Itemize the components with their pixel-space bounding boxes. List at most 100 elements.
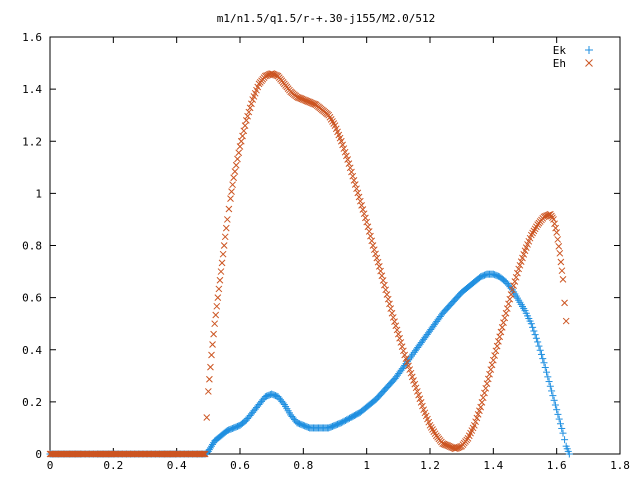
- y-tick-label: 1.6: [22, 31, 42, 44]
- eh-marker: [500, 319, 507, 326]
- eh-marker: [203, 414, 211, 421]
- x-tick-label: 0.4: [167, 459, 187, 472]
- eh-marker: [449, 444, 457, 452]
- eh-marker: [394, 330, 402, 338]
- eh-marker: [346, 164, 354, 172]
- eh-marker: [448, 443, 455, 451]
- eh-marker: [479, 394, 487, 402]
- eh-marker: [497, 328, 505, 336]
- eh-marker: [545, 211, 553, 219]
- y-tick-label: 1.2: [22, 135, 42, 148]
- eh-marker: [298, 95, 306, 103]
- eh-marker: [473, 414, 481, 422]
- eh-marker: [305, 98, 312, 105]
- eh-marker: [215, 285, 223, 293]
- eh-marker: [231, 168, 239, 175]
- eh-marker: [552, 224, 559, 232]
- eh-marker: [326, 113, 334, 121]
- eh-marker: [311, 100, 319, 108]
- eh-marker: [354, 189, 362, 197]
- eh-marker: [507, 291, 515, 298]
- eh-marker: [444, 442, 452, 450]
- eh-marker: [389, 314, 397, 321]
- eh-marker: [556, 249, 564, 257]
- eh-marker: [517, 258, 525, 266]
- eh-marker: [302, 97, 310, 104]
- eh-marker: [242, 117, 250, 124]
- eh-marker: [514, 269, 521, 277]
- eh-marker: [240, 127, 248, 135]
- eh-marker: [411, 380, 419, 388]
- x-tick-label: 1.6: [547, 459, 567, 472]
- y-tick-label: 0.8: [22, 240, 42, 253]
- eh-marker: [356, 197, 364, 205]
- series-ek: [46, 270, 573, 458]
- eh-marker: [443, 441, 450, 449]
- eh-marker: [236, 143, 244, 150]
- eh-marker: [512, 273, 520, 281]
- eh-marker: [299, 96, 307, 103]
- eh-marker: [330, 120, 338, 127]
- y-tick-label: 0.6: [22, 292, 42, 305]
- eh-marker: [430, 428, 438, 435]
- eh-marker: [503, 305, 511, 312]
- eh-marker: [472, 418, 479, 426]
- eh-marker: [488, 361, 496, 369]
- eh-marker: [408, 373, 416, 381]
- eh-marker: [441, 441, 449, 448]
- eh-marker: [359, 206, 367, 213]
- eh-marker: [206, 375, 213, 383]
- eh-marker: [487, 366, 495, 373]
- y-tick-label: 0: [35, 448, 42, 461]
- eh-marker: [269, 70, 277, 78]
- legend-label-ek: Ek: [553, 44, 567, 57]
- eh-marker: [303, 97, 311, 105]
- eh-marker: [489, 356, 497, 364]
- eh-marker: [358, 202, 365, 209]
- eh-marker: [519, 254, 526, 262]
- eh-marker: [508, 286, 516, 294]
- eh-marker: [510, 282, 517, 289]
- eh-marker: [391, 318, 398, 325]
- x-tick-label: 0: [47, 459, 54, 472]
- eh-marker: [416, 395, 424, 403]
- eh-marker: [403, 358, 411, 366]
- eh-marker: [484, 375, 492, 383]
- eh-marker: [496, 333, 504, 341]
- eh-marker: [506, 295, 514, 303]
- eh-marker: [204, 388, 212, 395]
- legend-marker-eh: [585, 59, 593, 67]
- eh-marker: [235, 149, 243, 157]
- eh-marker: [345, 160, 353, 168]
- eh-marker: [553, 229, 561, 236]
- eh-marker: [234, 155, 241, 163]
- eh-marker: [349, 172, 357, 180]
- eh-marker: [325, 111, 333, 119]
- eh-marker: [351, 181, 359, 188]
- eh-marker: [329, 118, 336, 125]
- eh-marker: [393, 326, 401, 334]
- eh-marker: [306, 98, 314, 106]
- eh-marker: [211, 320, 219, 328]
- eh-marker: [230, 174, 238, 182]
- x-tick-label: 0.2: [103, 459, 123, 472]
- eh-marker: [474, 411, 482, 418]
- eh-marker: [270, 71, 278, 78]
- eh-marker: [491, 352, 498, 359]
- eh-marker: [272, 71, 279, 79]
- eh-marker: [223, 216, 231, 223]
- y-tick-label: 0.2: [22, 396, 42, 409]
- eh-marker: [239, 132, 246, 140]
- eh-marker: [301, 96, 308, 104]
- eh-marker: [362, 214, 369, 222]
- eh-marker: [426, 421, 434, 429]
- eh-marker: [294, 94, 302, 101]
- eh-marker: [219, 250, 227, 258]
- eh-marker: [562, 317, 570, 325]
- eh-marker: [293, 93, 301, 101]
- eh-marker: [486, 370, 493, 378]
- eh-marker: [406, 366, 414, 373]
- eh-marker: [216, 276, 224, 284]
- eh-marker: [370, 246, 378, 254]
